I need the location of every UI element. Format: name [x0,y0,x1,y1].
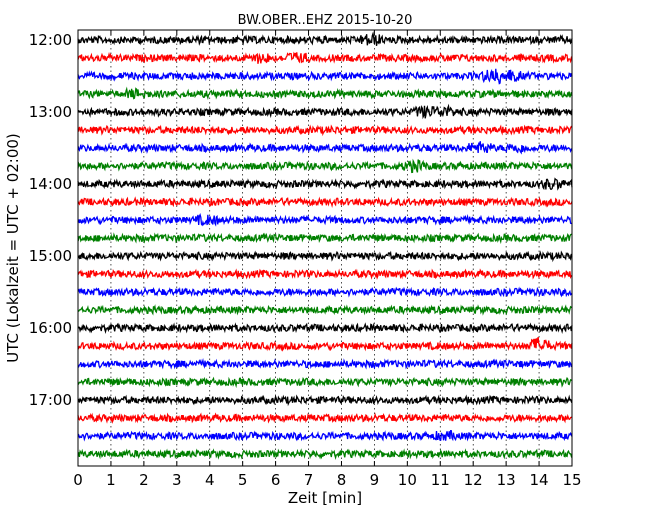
trace-1700 [77,394,573,407]
y-tick-label: 13:00 [29,103,72,121]
trace-1630 [77,357,573,370]
x-tick-label: 9 [370,471,380,489]
y-tick-label: 17:00 [29,391,72,409]
y-tick-label: 12:00 [29,31,72,49]
trace-1645 [77,376,573,389]
x-tick-label: 1 [106,471,116,489]
x-tick-label: 0 [73,471,83,489]
trace-1600 [77,322,573,335]
trace-1230 [77,68,573,85]
x-tick-label: 4 [205,471,215,489]
y-tick-label: 16:00 [29,319,72,337]
trace-1730 [77,430,573,442]
x-tick-label: 8 [337,471,347,489]
x-tick-label: 11 [431,471,450,489]
trace-1315 [77,124,573,137]
trace-1300 [77,103,573,120]
y-axis-label: UTC (Lokalzeit = UTC + 02:00) [4,133,22,363]
trace-1715 [77,412,573,425]
trace-1245 [77,86,573,101]
x-tick-label: 2 [139,471,149,489]
x-tick-label: 15 [562,471,581,489]
x-tick-label: 10 [398,471,417,489]
x-tick-label: 14 [530,471,549,489]
trace-1745 [77,448,573,461]
trace-1445 [77,232,573,245]
trace-1430 [77,213,573,227]
trace-1400 [77,177,573,191]
trace-1545 [77,304,573,316]
x-axis-ticks: 0 1 2 3 4 5 6 7 8 9 10 11 12 13 14 15 [73,30,582,489]
x-tick-label: 13 [497,471,516,489]
x-tick-label: 6 [271,471,281,489]
x-tick-label: 12 [464,471,483,489]
x-tick-label: 5 [238,471,248,489]
x-tick-label: 7 [304,471,314,489]
trace-1530 [77,286,573,298]
trace-1330 [77,141,573,155]
plot-frame [77,29,573,467]
x-tick-label: 3 [172,471,182,489]
traces [77,31,573,461]
trace-1215 [77,51,573,64]
x-axis-label: Zeit [min] [288,489,362,507]
trace-1345 [77,158,573,174]
trace-1615 [77,336,573,352]
trace-1200 [77,31,573,47]
trace-1415 [77,196,573,208]
y-tick-label: 15:00 [29,247,72,265]
y-axis-ticks: 12:00 13:00 14:00 15:00 16:00 17:00 [29,31,572,409]
trace-1515 [77,268,573,281]
y-tick-label: 14:00 [29,175,72,193]
trace-1500 [77,250,573,263]
chart-title: BW.OBER..EHZ 2015-10-20 [238,13,413,28]
